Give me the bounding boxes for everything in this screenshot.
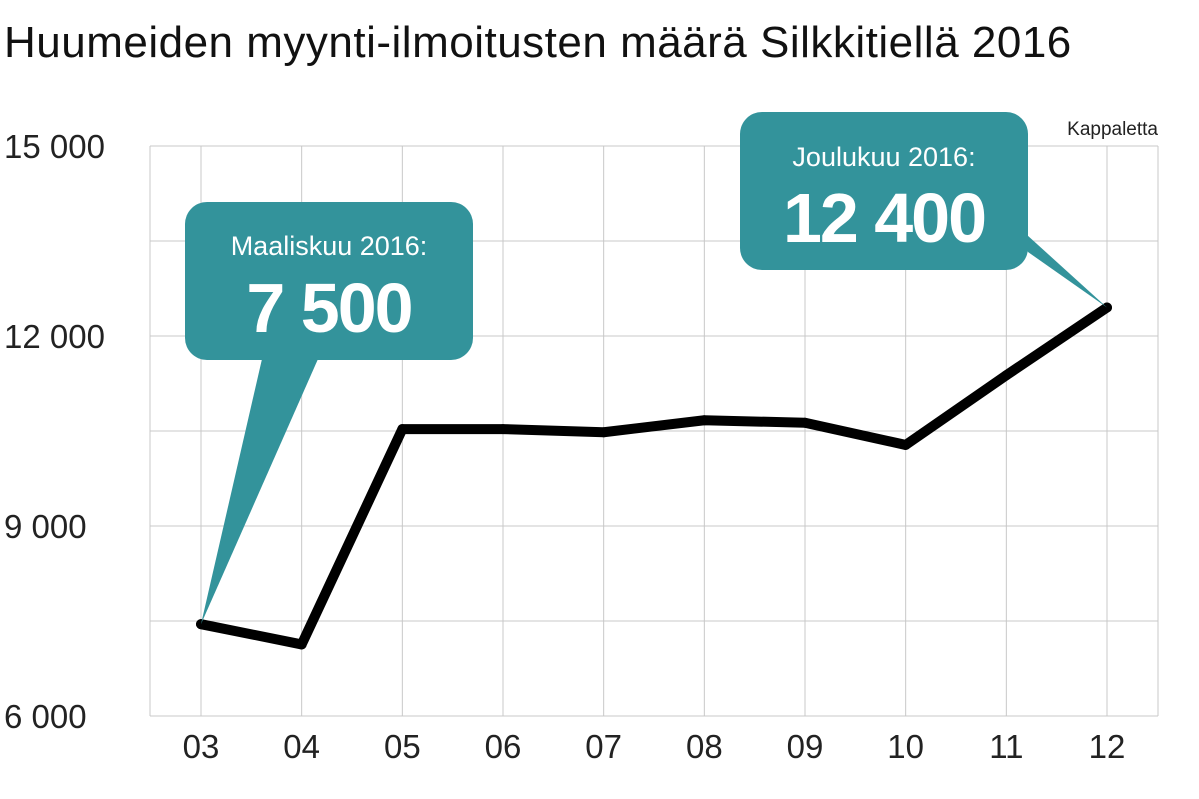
callout-label: Joulukuu 2016: bbox=[792, 142, 975, 172]
data-point bbox=[900, 439, 911, 450]
callouts: Maaliskuu 2016: 7 500 Joulukuu 2016: 12 400 bbox=[185, 112, 1107, 625]
data-point bbox=[296, 639, 307, 650]
data-point bbox=[598, 427, 609, 438]
callout-pointer bbox=[201, 359, 318, 625]
x-tick-label: 07 bbox=[585, 728, 622, 765]
data-point bbox=[800, 417, 810, 428]
callout-value: 12 400 bbox=[783, 179, 985, 257]
x-tick-label: 11 bbox=[989, 728, 1023, 765]
callout-pointer bbox=[1016, 225, 1107, 308]
x-tick-label: 03 bbox=[183, 728, 220, 765]
callout-label: Maaliskuu 2016: bbox=[231, 231, 428, 261]
callout-value: 7 500 bbox=[246, 269, 411, 347]
y-tick-label: 9 000 bbox=[4, 508, 87, 545]
y-tick-label: 12 000 bbox=[4, 318, 105, 355]
chart-title: Huumeiden myynti-ilmoitusten määrä Silkk… bbox=[4, 18, 1072, 67]
x-axis-labels: 03 04 05 06 07 08 09 10 11 12 bbox=[183, 728, 1126, 765]
callout: Maaliskuu 2016: 7 500 bbox=[185, 202, 473, 625]
y-axis-labels: 6 000 9 000 12 000 15 000 bbox=[4, 128, 105, 735]
x-tick-label: 09 bbox=[787, 728, 824, 765]
series-line bbox=[196, 302, 1112, 650]
y-tick-label: 6 000 bbox=[4, 698, 87, 735]
callout-box bbox=[740, 112, 1028, 270]
series-layer bbox=[196, 302, 1112, 650]
x-tick-label: 06 bbox=[485, 728, 522, 765]
callout: Joulukuu 2016: 12 400 bbox=[740, 112, 1107, 308]
data-point bbox=[699, 415, 710, 426]
x-tick-label: 12 bbox=[1089, 728, 1126, 765]
x-tick-label: 04 bbox=[283, 728, 320, 765]
data-point bbox=[397, 424, 408, 435]
data-point bbox=[498, 424, 508, 435]
y-tick-label: 15 000 bbox=[4, 128, 105, 165]
data-point bbox=[1001, 370, 1012, 381]
x-tick-label: 05 bbox=[384, 728, 421, 765]
callout-box bbox=[185, 202, 473, 360]
x-tick-label: 08 bbox=[686, 728, 723, 765]
unit-label: Kappaletta bbox=[1067, 119, 1158, 140]
x-tick-label: 10 bbox=[887, 728, 924, 765]
